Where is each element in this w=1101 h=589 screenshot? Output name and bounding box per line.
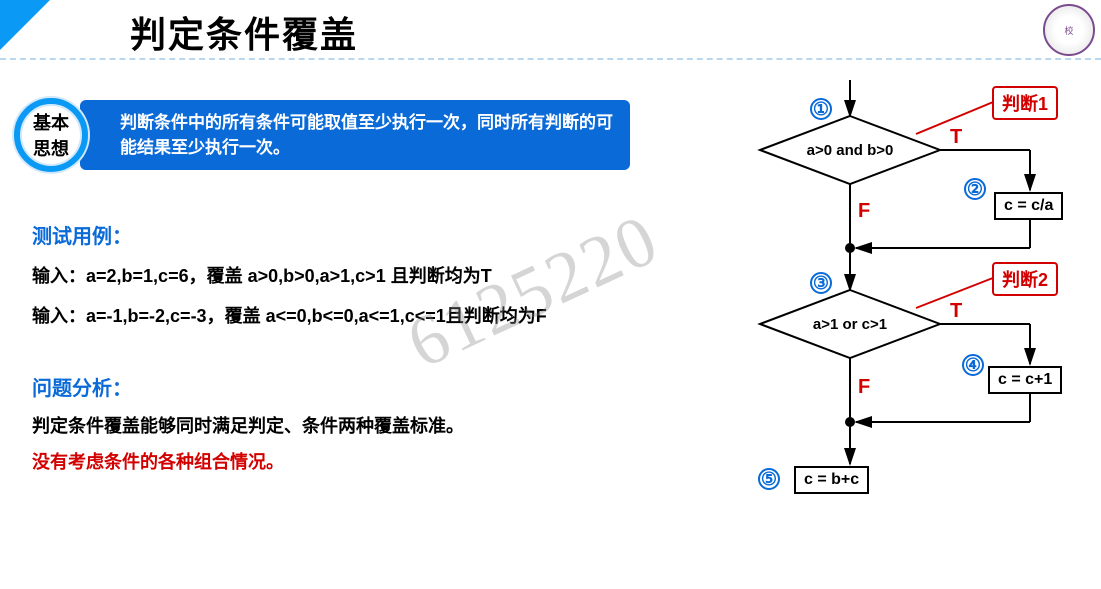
judge-1-label: 判断1 — [992, 86, 1058, 120]
test-cases-heading: 测试用例： — [32, 220, 132, 249]
d1-true-label: T — [950, 126, 962, 149]
step-3-label: ③ — [810, 272, 832, 294]
d1-false-label: F — [858, 200, 870, 223]
step-4-label: ④ — [962, 354, 984, 376]
analysis-heading: 问题分析： — [32, 372, 132, 401]
school-logo: 校 — [1043, 4, 1095, 56]
decision-2-text: a>1 or c>1 — [790, 316, 910, 333]
judge-2-label: 判断2 — [992, 262, 1058, 296]
key-idea-badge: 基本 思想 — [14, 98, 88, 172]
key-idea-callout: 判断条件中的所有条件可能取值至少执行一次，同时所有判断的可能结果至少执行一次。 — [80, 100, 630, 170]
corner-accent — [0, 0, 50, 50]
badge-line2: 思想 — [33, 135, 69, 161]
step-2-label: ② — [964, 178, 986, 200]
analysis-line2: 没有考虑条件的各种组合情况。 — [32, 448, 284, 474]
watermark: 6125220 — [395, 198, 671, 386]
process-2-box: c = c/a — [994, 192, 1063, 220]
analysis-line1: 判定条件覆盖能够同时满足判定、条件两种覆盖标准。 — [32, 412, 464, 438]
step-1-label: ① — [810, 98, 832, 120]
d2-true-label: T — [950, 300, 962, 323]
key-idea-text: 判断条件中的所有条件可能取值至少执行一次，同时所有判断的可能结果至少执行一次。 — [120, 110, 618, 161]
page-title: 判定条件覆盖 — [130, 6, 358, 58]
process-5-box: c = b+c — [794, 466, 869, 494]
test-case-2: 输入：a=-1,b=-2,c=-3，覆盖 a<=0,b<=0,a<=1,c<=1… — [32, 302, 547, 328]
d2-false-label: F — [858, 376, 870, 399]
title-divider — [0, 58, 1101, 60]
test-case-1: 输入：a=2,b=1,c=6，覆盖 a>0,b>0,a>1,c>1 且判断均为T — [32, 262, 492, 288]
flowchart: a>0 and b>0 a>1 or c>1 c = c/a c = c+1 c… — [730, 80, 1090, 580]
step-5-label: ⑤ — [758, 468, 780, 490]
badge-line1: 基本 — [33, 109, 69, 135]
process-4-box: c = c+1 — [988, 366, 1062, 394]
decision-1-text: a>0 and b>0 — [785, 142, 915, 159]
